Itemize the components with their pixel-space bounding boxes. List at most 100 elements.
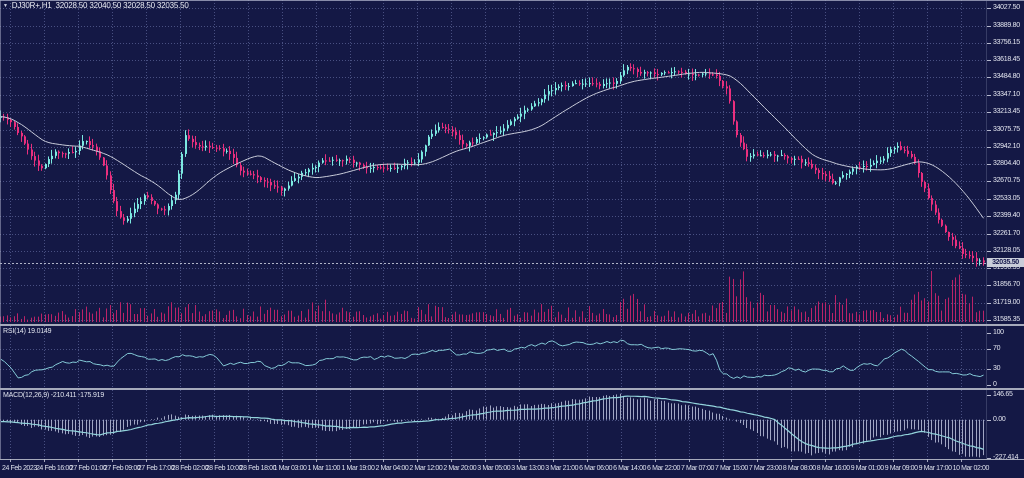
price-tick-label: 33889.80 (993, 21, 1020, 29)
axis-tick (987, 420, 991, 421)
price-tick-label: 32942.10 (993, 142, 1020, 150)
time-tick-label: 6 Mar 06:00 (579, 465, 613, 472)
time-tick-label: 2 Mar 12:00 (409, 465, 443, 472)
axis-tick (987, 333, 991, 334)
time-axis-tick (383, 459, 384, 462)
time-tick-label: 1 Mar 03:00 (273, 465, 307, 472)
axis-tick (987, 60, 991, 61)
time-tick-label: 10 Mar 02:00 (952, 465, 990, 472)
axis-tick (987, 147, 991, 148)
time-tick-label: 3 Mar 13:00 (511, 465, 545, 472)
time-tick-label: 7 Mar 23:00 (748, 465, 782, 472)
axis-tick (987, 395, 991, 396)
pane-separator-rsi[interactable] (0, 324, 1024, 326)
axis-tick (987, 95, 991, 96)
price-axis-boundary (986, 0, 987, 459)
time-axis-tick (655, 459, 656, 462)
rsi-tick-label: 100 (993, 329, 1004, 336)
axis-tick (987, 130, 991, 131)
time-axis-tick (723, 459, 724, 462)
time-axis-tick (417, 459, 418, 462)
time-tick-label: 8 Mar 16:00 (816, 465, 850, 472)
time-axis-tick (927, 459, 928, 462)
chart-menu-icon[interactable]: ▼ (3, 3, 8, 9)
pane-separator-macd[interactable] (0, 388, 1024, 390)
rsi-tick-label: 30 (993, 365, 1001, 373)
time-axis-tick (44, 459, 45, 462)
price-tick-label: 32128.05 (993, 246, 1020, 254)
price-chart-canvas[interactable] (0, 0, 986, 324)
axis-tick (987, 303, 991, 304)
price-tick-label: 31719.00 (993, 298, 1020, 306)
rsi-indicator-label: RSI(14) 19.0149 (3, 328, 52, 335)
time-tick-label: 7 Mar 07:00 (681, 465, 714, 472)
time-tick-label: 28 Feb 10:00 (205, 465, 243, 472)
axis-tick (987, 458, 991, 459)
time-axis-tick (78, 459, 79, 462)
chart-title-ohlc-bar: ▼ DJ30R+,H1 32028.50 32040.50 32028.50 3… (3, 1, 189, 11)
time-tick-label: 2 Mar 04:00 (375, 465, 409, 472)
price-tick-label: 33075.75 (993, 125, 1020, 133)
axis-tick (987, 349, 991, 350)
time-tick-label: 1 Mar 19:00 (341, 465, 375, 472)
time-axis-tick (451, 459, 452, 462)
symbol-period-label: DJ30R+,H1 (11, 1, 52, 10)
current-price-badge: 32035.50 (987, 258, 1024, 268)
price-tick-label: 31990.35 (993, 264, 1020, 272)
axis-tick (987, 181, 991, 182)
time-axis-tick (214, 459, 215, 462)
axis-tick (987, 285, 991, 286)
time-tick-label: 8 Mar 08:00 (782, 465, 816, 472)
axis-tick (987, 369, 991, 370)
price-tick-label: 31585.35 (993, 316, 1020, 324)
window-top-edge (0, 0, 1024, 1)
axis-tick (987, 320, 991, 321)
macd-tick-label: -227.414 (993, 453, 1019, 461)
macd-tick-label: 146.65 (993, 391, 1013, 398)
time-axis-tick (519, 459, 520, 462)
time-tick-label: 28 Feb 18:00 (239, 465, 277, 472)
time-tick-label: 24 Feb 2023 (2, 465, 37, 472)
time-tick-label: 28 Feb 02:00 (171, 465, 209, 472)
time-tick-label: 27 Feb 01:00 (69, 465, 107, 472)
macd-pane-canvas[interactable] (0, 390, 986, 459)
time-tick-label: 27 Feb 17:00 (137, 465, 175, 472)
time-tick-label: 7 Mar 15:00 (714, 465, 748, 472)
axis-tick (987, 216, 991, 217)
price-tick-label: 31856.70 (993, 281, 1020, 289)
axis-tick (987, 385, 991, 386)
time-axis-tick (10, 459, 11, 462)
time-axis-tick (893, 459, 894, 462)
time-tick-label: 24 Feb 16:00 (35, 465, 73, 472)
time-tick-label: 3 Mar 05:00 (477, 465, 511, 472)
axis-tick (987, 164, 991, 165)
price-tick-label: 33213.45 (993, 108, 1020, 115)
time-axis-tick (316, 459, 317, 462)
price-tick-label: 32261.70 (993, 229, 1020, 237)
time-axis-tick (112, 459, 113, 462)
time-tick-label: 27 Feb 09:00 (103, 465, 141, 472)
time-tick-label: 1 Mar 11:00 (307, 465, 341, 472)
rsi-pane-canvas[interactable] (0, 326, 986, 388)
time-axis-tick (621, 459, 622, 462)
axis-tick (987, 199, 991, 200)
time-tick-label: 9 Mar 17:00 (918, 465, 952, 472)
price-tick-label: 33347.10 (993, 90, 1020, 98)
price-tick-label: 32670.75 (993, 177, 1020, 185)
rsi-tick-label: 70 (993, 344, 1001, 352)
time-axis-tick (757, 459, 758, 462)
price-tick-label: 32804.40 (993, 160, 1020, 168)
time-tick-label: 9 Mar 09:00 (884, 465, 918, 472)
price-tick-label: 33484.80 (993, 73, 1020, 81)
price-tick-label: 34027.50 (993, 3, 1020, 11)
axis-tick (987, 8, 991, 9)
axis-tick (987, 268, 991, 269)
ohlc-values: 32028.50 32040.50 32028.50 32035.50 (55, 1, 189, 10)
time-tick-label: 6 Mar 22:00 (647, 465, 681, 472)
time-axis-tick (791, 459, 792, 462)
time-axis-tick (553, 459, 554, 462)
time-axis-tick (689, 459, 690, 462)
time-tick-label: 6 Mar 14:00 (613, 465, 647, 472)
axis-tick (987, 251, 991, 252)
